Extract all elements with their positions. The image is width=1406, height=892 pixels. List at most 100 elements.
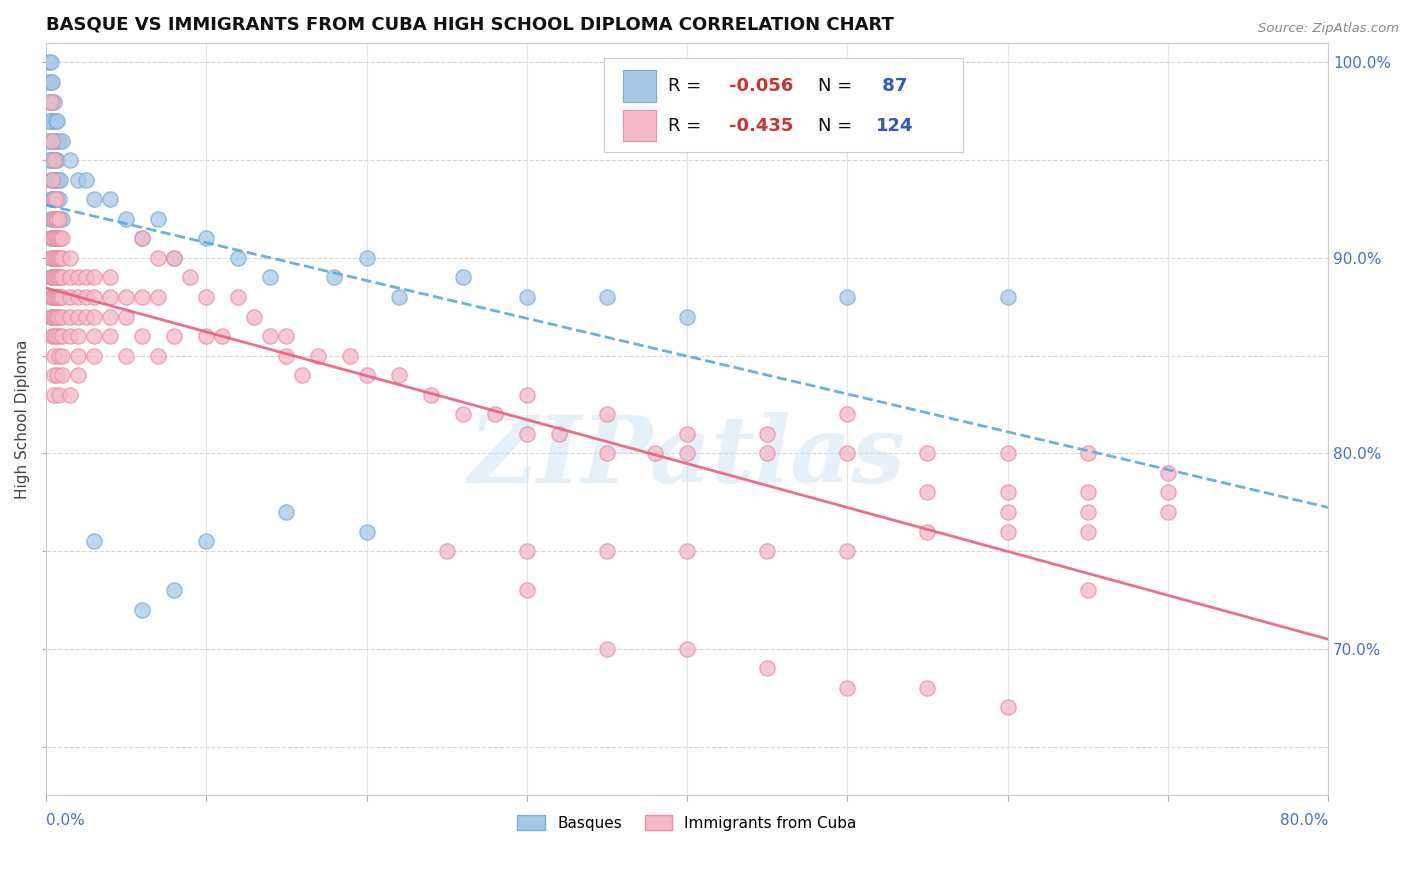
Point (51, 211, 73, 226)
Point (46, 153, 69, 168)
Point (451, 270, 474, 285)
Point (1157, 505, 1180, 519)
Point (38, 95, 60, 109)
Point (41, 134, 63, 148)
Point (163, 329, 186, 343)
Point (38, 114, 60, 128)
Y-axis label: High School Diploma: High School Diploma (15, 340, 30, 499)
Point (837, 407, 859, 421)
Text: R =: R = (668, 77, 707, 95)
Text: 80.0%: 80.0% (1279, 814, 1329, 829)
Point (46, 211, 69, 226)
Point (51, 310, 73, 324)
Point (51, 231, 73, 245)
Point (42, 211, 65, 226)
Text: Source: ZipAtlas.com: Source: ZipAtlas.com (1258, 22, 1399, 36)
Point (83, 310, 105, 324)
Bar (623, 110, 657, 142)
Point (131, 329, 153, 343)
Point (42, 231, 65, 245)
Point (1077, 505, 1099, 519)
Point (917, 681, 939, 695)
Point (39, 95, 62, 109)
Point (42, 153, 65, 168)
Point (163, 251, 186, 265)
Point (45, 251, 67, 265)
Point (41, 231, 63, 245)
Point (419, 387, 441, 401)
Point (356, 524, 378, 539)
Text: R =: R = (668, 117, 707, 135)
Point (66, 172, 89, 186)
Point (98, 270, 121, 285)
Point (66, 270, 89, 285)
Point (51, 134, 73, 148)
Point (146, 251, 169, 265)
Point (46, 114, 69, 128)
Point (516, 290, 538, 304)
Point (259, 329, 281, 343)
Point (42, 172, 65, 186)
Point (42, 251, 65, 265)
Point (451, 407, 474, 421)
Point (42, 270, 65, 285)
Point (49, 172, 72, 186)
Point (39, 310, 62, 324)
Point (41, 310, 63, 324)
Point (115, 290, 138, 304)
Point (42, 192, 65, 206)
Point (66, 310, 89, 324)
Point (997, 446, 1019, 460)
Point (42, 211, 65, 226)
Point (195, 329, 218, 343)
Point (45, 290, 67, 304)
Point (676, 446, 699, 460)
Point (163, 251, 186, 265)
Point (46, 290, 69, 304)
Point (115, 211, 138, 226)
Point (42, 95, 65, 109)
Point (75, 172, 97, 186)
Point (46, 310, 69, 324)
Point (83, 349, 105, 363)
Point (115, 349, 138, 363)
Point (39, 290, 62, 304)
Point (59, 310, 82, 324)
Point (48, 172, 70, 186)
Point (59, 270, 82, 285)
Point (131, 290, 153, 304)
Point (59, 329, 82, 343)
Point (59, 387, 82, 401)
Point (66, 329, 89, 343)
Point (66, 290, 89, 304)
Point (48, 310, 70, 324)
Point (917, 524, 939, 539)
Point (45, 153, 67, 168)
Point (131, 231, 153, 245)
Point (41, 114, 63, 128)
Point (46, 192, 69, 206)
Point (291, 368, 314, 383)
Point (756, 426, 779, 441)
Text: -0.435: -0.435 (730, 117, 794, 135)
Point (48, 211, 70, 226)
Point (226, 251, 249, 265)
Point (51, 368, 73, 383)
Point (45, 192, 67, 206)
Point (387, 290, 409, 304)
Point (39, 55, 62, 70)
Point (42, 387, 65, 401)
Point (339, 349, 361, 363)
Point (756, 661, 779, 675)
Point (516, 583, 538, 598)
Point (146, 211, 169, 226)
Point (45, 231, 67, 245)
Point (596, 641, 619, 656)
Point (41, 75, 63, 89)
Point (39, 134, 62, 148)
Point (39, 192, 62, 206)
Point (837, 290, 859, 304)
Point (48, 231, 70, 245)
Point (837, 681, 859, 695)
Point (39, 75, 62, 89)
